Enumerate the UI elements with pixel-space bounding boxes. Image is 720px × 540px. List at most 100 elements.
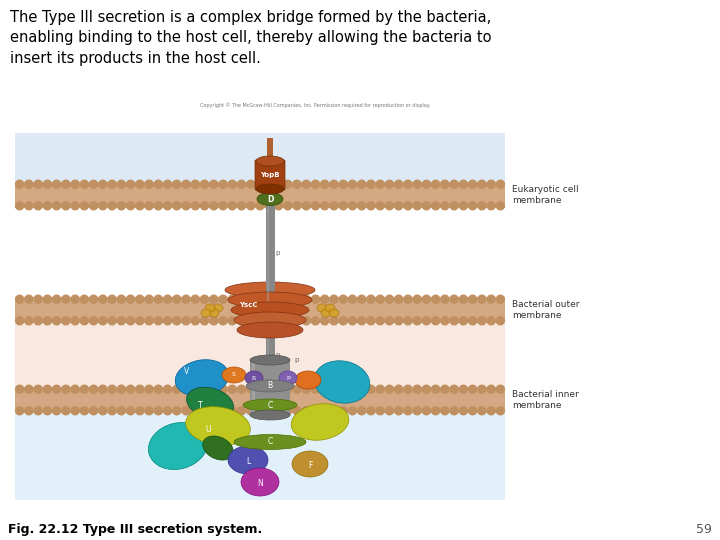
Circle shape (404, 202, 412, 210)
Circle shape (450, 407, 458, 415)
Circle shape (182, 317, 190, 325)
Circle shape (496, 407, 505, 415)
Circle shape (173, 180, 181, 188)
Circle shape (154, 407, 162, 415)
Text: T: T (198, 402, 202, 410)
Ellipse shape (295, 371, 321, 389)
Circle shape (330, 202, 338, 210)
Circle shape (81, 407, 89, 415)
Circle shape (312, 180, 320, 188)
Ellipse shape (256, 156, 284, 166)
Circle shape (173, 295, 181, 303)
Circle shape (459, 180, 467, 188)
Circle shape (99, 295, 107, 303)
Circle shape (89, 295, 98, 303)
Circle shape (228, 202, 236, 210)
FancyBboxPatch shape (15, 133, 505, 182)
Circle shape (320, 295, 329, 303)
Circle shape (25, 295, 33, 303)
Circle shape (219, 407, 227, 415)
Circle shape (16, 180, 24, 188)
Circle shape (163, 202, 171, 210)
Circle shape (358, 202, 366, 210)
Circle shape (423, 385, 431, 393)
Ellipse shape (186, 387, 233, 419)
Circle shape (89, 407, 98, 415)
Circle shape (469, 317, 477, 325)
Circle shape (136, 180, 144, 188)
Circle shape (302, 202, 310, 210)
Circle shape (228, 385, 236, 393)
Text: C: C (267, 437, 273, 447)
Circle shape (210, 295, 217, 303)
Circle shape (478, 385, 486, 393)
FancyBboxPatch shape (267, 182, 269, 413)
Circle shape (395, 407, 402, 415)
Circle shape (339, 385, 347, 393)
Circle shape (274, 180, 282, 188)
Circle shape (348, 317, 356, 325)
Circle shape (108, 295, 116, 303)
Circle shape (423, 202, 431, 210)
Text: p: p (294, 357, 298, 363)
Circle shape (201, 295, 209, 303)
Circle shape (302, 385, 310, 393)
Circle shape (108, 317, 116, 325)
Circle shape (34, 407, 42, 415)
Circle shape (450, 202, 458, 210)
Circle shape (256, 385, 264, 393)
Circle shape (81, 202, 89, 210)
Circle shape (358, 385, 366, 393)
Circle shape (413, 385, 421, 393)
Circle shape (478, 317, 486, 325)
Circle shape (423, 295, 431, 303)
Circle shape (487, 180, 495, 188)
Circle shape (163, 180, 171, 188)
Circle shape (385, 295, 393, 303)
Circle shape (376, 385, 384, 393)
Circle shape (487, 295, 495, 303)
Circle shape (432, 407, 440, 415)
Circle shape (376, 407, 384, 415)
Circle shape (228, 407, 236, 415)
Circle shape (284, 317, 292, 325)
Circle shape (367, 317, 375, 325)
Circle shape (432, 317, 440, 325)
Text: p: p (276, 249, 280, 255)
FancyBboxPatch shape (266, 182, 274, 413)
Circle shape (284, 295, 292, 303)
Circle shape (469, 180, 477, 188)
Ellipse shape (186, 407, 251, 446)
Ellipse shape (257, 192, 283, 206)
Circle shape (459, 202, 467, 210)
Circle shape (81, 317, 89, 325)
Ellipse shape (329, 309, 339, 317)
Text: Copyright © The McGraw-Hill Companies, Inc. Permission required for reproduction: Copyright © The McGraw-Hill Companies, I… (200, 102, 431, 107)
Circle shape (108, 202, 116, 210)
Circle shape (284, 407, 292, 415)
Circle shape (404, 295, 412, 303)
Circle shape (71, 407, 79, 415)
Circle shape (358, 295, 366, 303)
Circle shape (348, 202, 356, 210)
Circle shape (127, 407, 135, 415)
Circle shape (367, 202, 375, 210)
Circle shape (376, 295, 384, 303)
Circle shape (81, 180, 89, 188)
FancyBboxPatch shape (250, 360, 290, 415)
Circle shape (210, 385, 217, 393)
Circle shape (62, 295, 70, 303)
Text: Eukaryotic cell
membrane: Eukaryotic cell membrane (512, 185, 579, 205)
Circle shape (99, 407, 107, 415)
Circle shape (34, 317, 42, 325)
Circle shape (339, 295, 347, 303)
Circle shape (163, 295, 171, 303)
Circle shape (136, 202, 144, 210)
Ellipse shape (325, 304, 335, 312)
Circle shape (99, 180, 107, 188)
Circle shape (154, 180, 162, 188)
Circle shape (43, 202, 51, 210)
Circle shape (441, 295, 449, 303)
Circle shape (348, 180, 356, 188)
Circle shape (71, 317, 79, 325)
